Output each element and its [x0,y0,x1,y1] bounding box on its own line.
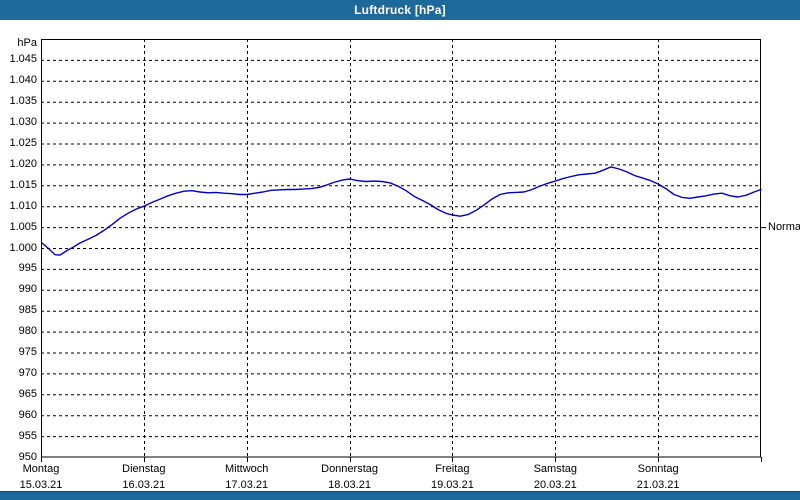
y-axis-tick-label: 1.040 [9,74,37,87]
x-axis-date-label: 16.03.21 [122,479,166,491]
y-axis-tick-label: 975 [18,346,37,358]
x-axis-day-label: Freitag [435,463,470,475]
y-axis-tick-label: 995 [18,262,37,275]
y-axis-tick-label: 1.020 [9,157,37,170]
x-axis-day-label: Samstag [533,463,577,475]
chart-area: hPa 1.045 1.040 1.035 1.030 1.025 1.020 1.015 1… [0,20,800,492]
window-frame-bottom [0,491,800,500]
plot-border [41,39,761,458]
y-axis-unit-label: hPa [17,37,37,49]
x-axis-day-label: Dienstag [122,463,166,475]
pressure-curve [41,166,762,256]
y-axis-tick-label: 1.000 [9,241,37,254]
normal-reference-label: Normal [768,220,800,233]
y-axis-tick-label: 965 [18,387,37,400]
y-axis-tick-label: 1.045 [9,53,37,66]
y-axis-tick-label: 960 [18,408,37,421]
x-axis-date-label: 17.03.21 [225,479,269,491]
x-axis-date-label: 15.03.21 [19,479,63,491]
x-axis-date-label: 20.03.21 [533,479,577,491]
y-axis-tick-label: 1.030 [9,116,37,129]
x-axis-date-label: 18.03.21 [328,479,371,491]
window-title: Luftdruck [hPa] [354,3,446,17]
pressure-line-chart [41,39,766,462]
y-axis-tick-label: 950 [18,450,37,463]
y-axis-tick-label: 1.005 [9,220,37,233]
x-axis-day-label: Mittwoch [225,463,269,475]
y-axis-tick-label: 990 [18,283,37,296]
y-axis-tick-label: 1.010 [9,199,37,212]
y-axis-tick-label: 955 [18,429,37,442]
y-axis-tick-label: 1.015 [9,178,37,191]
x-axis-day-label: Montag [22,463,60,475]
x-axis-day-label: Sonntag [637,463,679,475]
x-axis-date-label: 19.03.21 [431,479,474,491]
y-axis-tick-label: 980 [18,325,37,338]
y-axis-tick-label: 985 [18,304,37,317]
y-axis-tick-label: 1.035 [9,95,37,108]
x-axis-date-label: 21.03.21 [636,479,680,491]
y-axis-tick-label: 970 [18,366,37,379]
x-axis-day-label: Donnerstag [321,463,378,475]
y-axis-tick-label: 1.025 [9,137,37,149]
title-bar[interactable]: Luftdruck [hPa] [0,0,800,21]
